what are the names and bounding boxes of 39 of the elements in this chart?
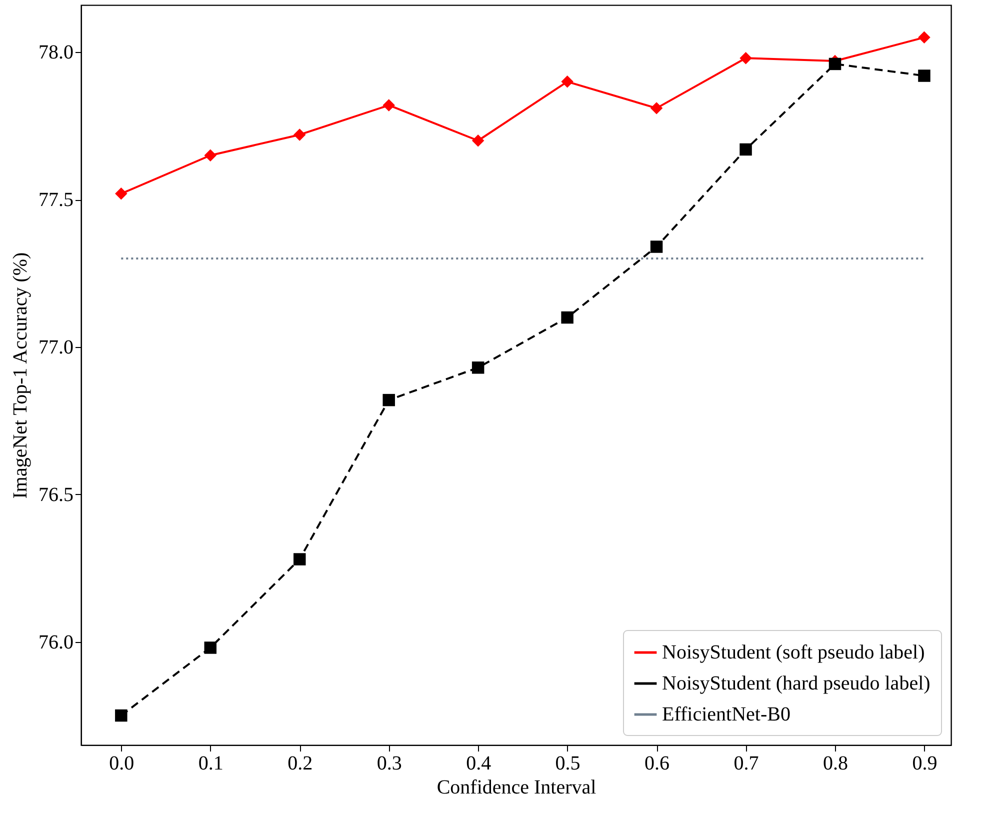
point (918, 70, 930, 82)
point (382, 99, 395, 112)
point (204, 149, 217, 162)
x-tick-label: 0.2 (288, 752, 313, 774)
y-tick-label: 77.0 (38, 336, 74, 358)
point (472, 134, 484, 147)
x-tick-label: 0.3 (376, 752, 402, 774)
y-axis-title: ImageNet Top-1 Accuracy (%) (10, 252, 32, 499)
y-tick-label: 76.0 (38, 631, 74, 654)
x-tick-label: 0.6 (644, 752, 670, 774)
legend-label: NoisyStudent (hard pseudo label) (662, 672, 930, 694)
x-tick-label: 0.5 (555, 752, 580, 774)
y-tick-label: 77.5 (38, 189, 74, 212)
point (650, 102, 663, 114)
point (650, 240, 663, 253)
point (472, 362, 484, 374)
x-tick-label: 0.0 (109, 752, 134, 774)
point (561, 311, 574, 324)
x-tick-label: 0.4 (466, 752, 492, 774)
x-tick-label: 0.1 (198, 752, 224, 774)
point (561, 76, 574, 88)
point (293, 128, 306, 141)
point (382, 394, 395, 406)
x-tick-label: 0.8 (823, 752, 848, 774)
x-tick-label: 0.9 (912, 752, 938, 774)
point (918, 31, 930, 44)
point (115, 188, 128, 200)
legend-label: EfficientNet-B0 (662, 704, 790, 726)
x-axis-title: Confidence Interval (436, 776, 597, 798)
point (740, 52, 752, 64)
point (740, 143, 752, 156)
y-tick-label: 78.0 (38, 42, 74, 64)
x-tick-label: 0.7 (734, 752, 759, 774)
y-tick-label: 76.5 (38, 484, 74, 506)
point (293, 553, 306, 566)
legend-label: NoisyStudent (soft pseudo label) (662, 642, 925, 664)
point (204, 642, 217, 654)
point (115, 709, 128, 722)
point (828, 58, 842, 70)
